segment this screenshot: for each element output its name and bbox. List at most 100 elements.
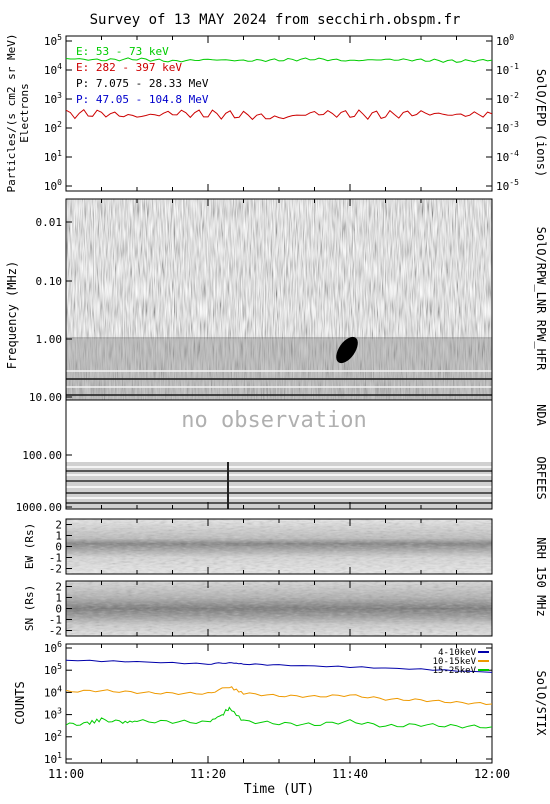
- stix-series-line-2: [66, 686, 492, 706]
- nrh-ew-axis: 210-1-2: [49, 519, 72, 576]
- stix-legend-label-3: 15-25keV: [433, 666, 477, 676]
- spec-tick-label: 1.00: [36, 333, 63, 346]
- spectrogram-hfr-area: [66, 337, 492, 400]
- x-axis-label: Time (UT): [244, 782, 314, 797]
- orfees-band: [66, 497, 492, 499]
- stix-tick-label: 104: [44, 684, 62, 699]
- stix-tick-label: 101: [44, 751, 62, 766]
- stix-legend-label-2: 10-15keV: [433, 657, 477, 667]
- orfees-band: [66, 474, 492, 476]
- epd-right-tick-label: 10-2: [496, 91, 519, 106]
- stix-series-line-1: [66, 659, 492, 673]
- orfees-band: [66, 486, 492, 488]
- epd-legend-4: P: 47.05 - 104.8 MeV: [76, 93, 209, 106]
- spectrogram-panel: 0.01 0.10 1.00 10.00 100.00 1000.00 no observ…: [5, 198, 548, 514]
- epd-right-tick-label: 10-5: [496, 178, 519, 193]
- time-tick-label: 11:00: [48, 767, 84, 781]
- stix-tick-label: 106: [44, 640, 62, 655]
- nrh-sn-tick-label: 0: [55, 603, 62, 616]
- spec-tick-label: 0.10: [36, 275, 63, 288]
- time-axis: 11:00 11:20 11:40 12:00: [48, 36, 510, 781]
- epd-left-axis: 105 104 103 102 101 100: [44, 33, 72, 193]
- spectrogram-nda-area: [66, 400, 492, 462]
- spectrogram-orfees-area: [66, 462, 492, 509]
- stix-tick-label: 105: [44, 662, 62, 677]
- orfees-band: [66, 466, 492, 468]
- epd-legend-2: E: 282 - 397 keV: [76, 61, 182, 74]
- spec-right-label-nda: NDA: [534, 404, 548, 426]
- epd-ylabel-line2: Electrons: [18, 83, 31, 143]
- hfr-band: [66, 370, 492, 372]
- spectrogram-hfr-base: [66, 337, 492, 400]
- nrh-sn-texture: [66, 581, 492, 636]
- epd-frame: [65, 35, 493, 192]
- nrh-sn-tick-label: 2: [55, 581, 62, 594]
- stix-panel: 106 105 104 103 102 101 4-10keV 10-15keV 15-2…: [13, 640, 548, 766]
- spec-tick-label: 0.01: [36, 216, 63, 229]
- epd-left-tick-label: 101: [44, 149, 62, 164]
- epd-series-line-2: [66, 108, 492, 121]
- nrh-ew-texture: [66, 519, 492, 574]
- stix-frame: [65, 643, 493, 764]
- orfees-bands: [66, 370, 492, 509]
- epd-right-label: SolO/EPD (ions): [534, 69, 548, 177]
- epd-right-tick-label: 100: [496, 33, 514, 48]
- stix-ylabel: COUNTS: [13, 681, 27, 724]
- nrh-sn-tick-label: 1: [55, 592, 62, 605]
- epd-right-tick-label: 10-3: [496, 120, 519, 135]
- spec-right-label-hfr: RPW_HFR: [534, 320, 548, 371]
- epd-left-tick-label: 105: [44, 33, 62, 48]
- nrh-ew-tick-label: 2: [55, 519, 62, 532]
- stix-tick-label: 102: [44, 729, 62, 744]
- nrh-ew-tick-label: -1: [49, 552, 62, 565]
- epd-series-group: [66, 57, 492, 121]
- spec-right-label-orfees: ORFEES: [534, 456, 548, 499]
- no-observation-label: no observation: [181, 408, 366, 433]
- stix-series-line-3: [66, 706, 492, 729]
- spectrogram-ylabel: Frequency (MHz): [5, 261, 19, 369]
- spec-tick-label: 1000.00: [16, 501, 62, 514]
- time-tick-label: 12:00: [474, 767, 510, 781]
- stix-axis: 106 105 104 103 102 101: [44, 640, 492, 766]
- epd-series-line-1: [66, 57, 492, 63]
- nrh-sn-axis: 210-1-2: [49, 581, 72, 638]
- epd-legend-3: P: 7.075 - 28.33 MeV: [76, 77, 209, 90]
- nrh-ew-tick-label: -2: [49, 563, 62, 576]
- nrh-sn-label: SN (Rs): [23, 585, 36, 631]
- spec-tick-label: 10.00: [29, 391, 62, 404]
- nrh-sn-tick-label: -2: [49, 625, 62, 638]
- epd-left-tick-label: 104: [44, 62, 62, 77]
- stix-right-label: SolO/STIX: [534, 670, 548, 736]
- nrh-ew-tick-label: 1: [55, 530, 62, 543]
- epd-left-tick-label: 102: [44, 120, 62, 135]
- spectrogram-axis: 0.01 0.10 1.00 10.00 100.00 1000.00: [16, 216, 72, 514]
- nrh-sn-panel: 210-1-2 SN (Rs): [23, 580, 493, 638]
- chart-title: Survey of 13 MAY 2024 from secchirh.obsp…: [90, 12, 461, 28]
- nrh-sn-tick-label: -1: [49, 614, 62, 627]
- hfr-band: [66, 386, 492, 388]
- stix-tick-label: 103: [44, 707, 62, 722]
- epd-right-axis: 100 10-1 10-2 10-3 10-4 10-5: [486, 33, 519, 193]
- stix-series-group: [66, 659, 492, 729]
- stix-legend-label-1: 4-10keV: [438, 648, 477, 658]
- epd-right-tick-label: 10-4: [496, 149, 519, 164]
- nrh-right-label: NRH 150 MHz: [534, 537, 548, 616]
- radio-burst-feature: [336, 336, 358, 364]
- hfr-band: [66, 394, 492, 396]
- epd-right-tick-label: 10-1: [496, 62, 519, 77]
- hfr-band: [66, 378, 492, 380]
- nrh-ew-tick-label: 0: [55, 541, 62, 554]
- spec-tick-label: 100.00: [22, 449, 62, 462]
- nrh-ew-panel: 210-1-2 EW (Rs): [23, 518, 493, 576]
- time-tick-label: 11:20: [190, 767, 226, 781]
- orfees-band: [66, 502, 492, 504]
- nrh-ew-label: EW (Rs): [23, 523, 36, 569]
- orfees-band: [66, 480, 492, 482]
- epd-ylabel-line1: Particles/(s cm2 sr MeV): [5, 34, 18, 193]
- spec-right-label-lnr: SolO/RPW_LNR: [534, 227, 548, 314]
- orfees-band: [66, 470, 492, 472]
- epd-left-tick-label: 103: [44, 91, 62, 106]
- epd-left-tick-label: 100: [44, 178, 62, 193]
